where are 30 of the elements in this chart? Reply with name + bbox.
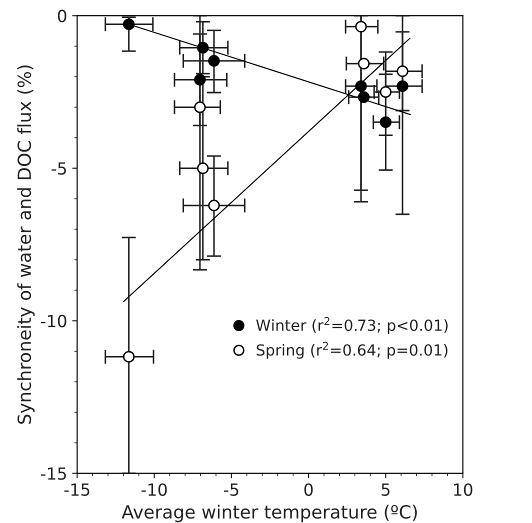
point	[122, 350, 135, 363]
x-tick-label: -15	[64, 484, 90, 496]
point	[380, 116, 392, 128]
point	[208, 54, 220, 67]
point	[208, 200, 220, 212]
x-tick-label: -10	[141, 483, 167, 496]
point	[197, 162, 209, 174]
y-tick-label: -15	[41, 467, 66, 480]
y-tick-label: 0	[58, 10, 66, 22]
x-tick-label: 0	[304, 483, 313, 496]
y-tick-label: -5	[52, 162, 66, 175]
point	[194, 74, 206, 86]
x-axis-title: Average winter temperature (ºC)	[122, 504, 417, 522]
x-tick-label: -5	[224, 484, 238, 496]
point	[197, 42, 209, 54]
point	[358, 58, 370, 70]
point	[396, 65, 408, 78]
point	[355, 20, 367, 33]
point	[396, 80, 408, 92]
point	[358, 91, 370, 103]
point	[355, 80, 367, 92]
y-tick-label: -10	[41, 314, 66, 328]
point	[122, 18, 135, 30]
y-axis-title: Synchroneity of water and DOC flux (%)	[17, 66, 35, 424]
point	[380, 86, 392, 98]
x-tick-label: 5	[382, 484, 390, 496]
point	[194, 101, 206, 114]
legend-label: Spring (r$^{2}$=0.64; p=0.01)	[256, 342, 448, 359]
legend-label: Winter (r$^{2}$=0.73; p<0.01)	[256, 317, 448, 334]
x-tick-label: 10	[454, 483, 472, 496]
